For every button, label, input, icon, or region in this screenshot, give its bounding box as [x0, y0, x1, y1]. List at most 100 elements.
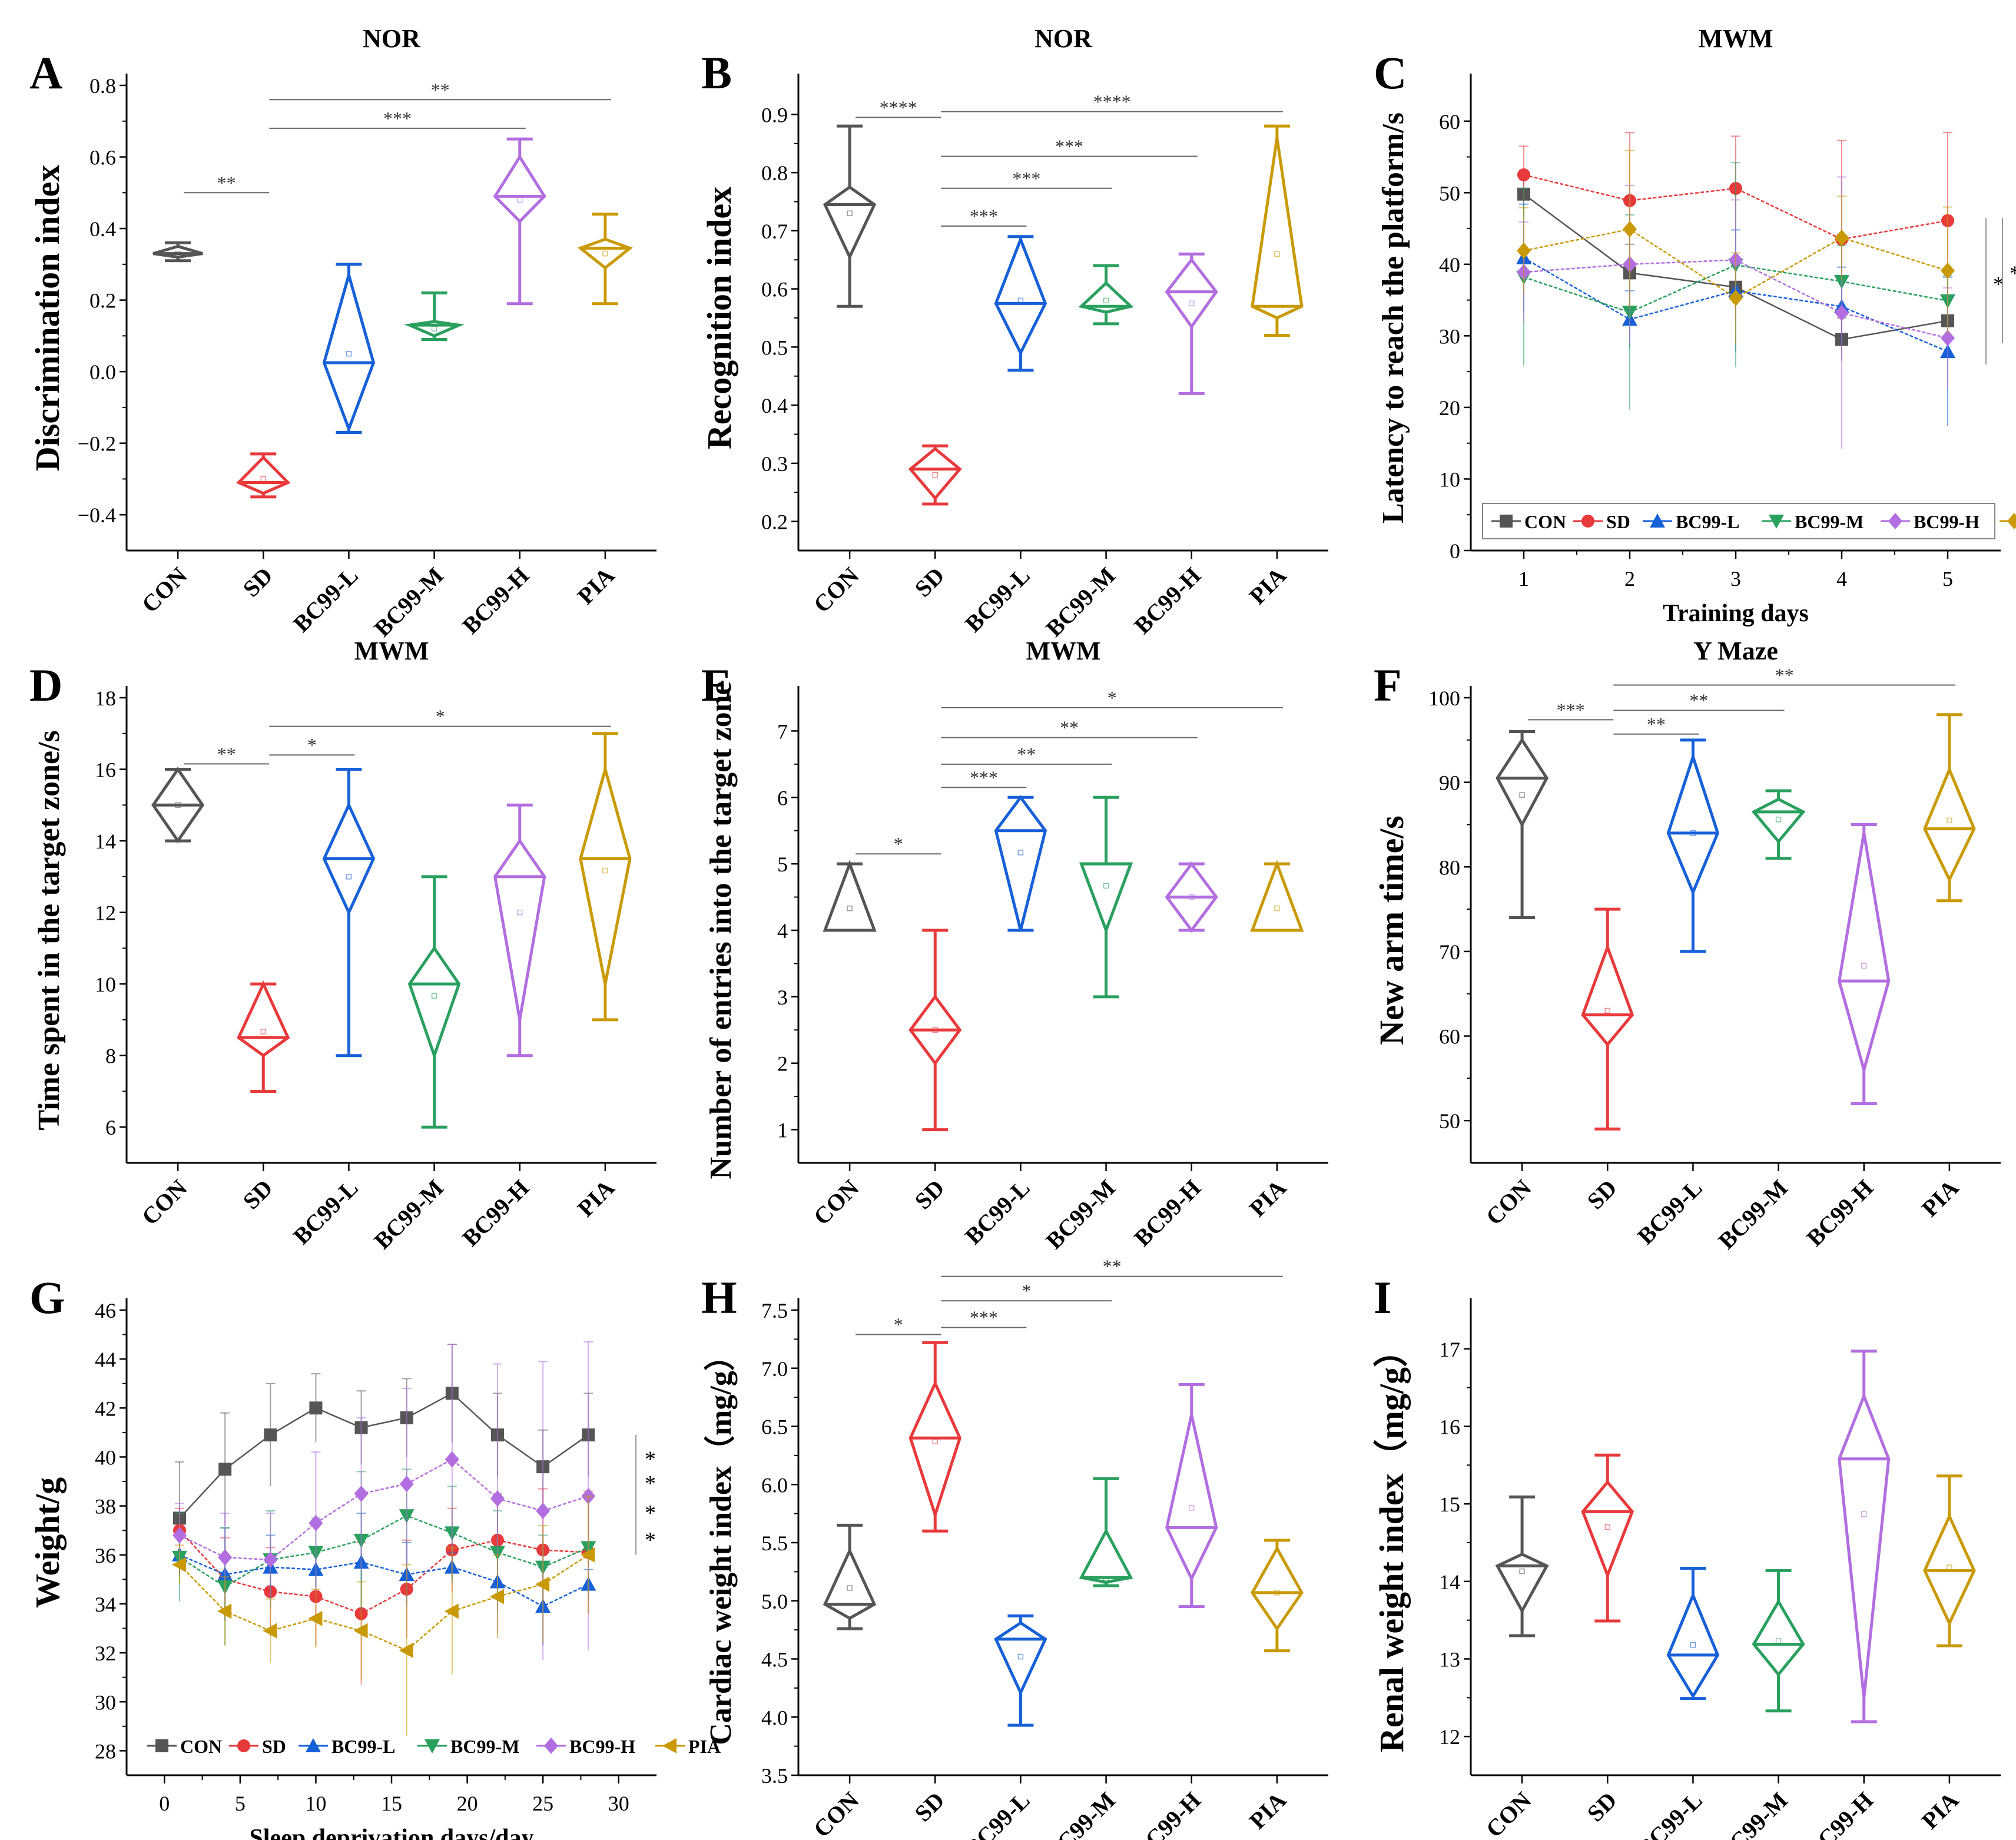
x-tick-label: 15 — [381, 1792, 402, 1815]
x-tick-label: 3 — [1730, 567, 1741, 591]
chart-G: G Weight/g 28 30 32 34 36 38 40 42 44 46 0 5 10 15 20 25 3… — [28, 1272, 721, 1840]
legend-item: BC99-M — [417, 1736, 519, 1757]
mean-marker — [175, 802, 181, 808]
legend: CON SD BC99-L BC99-M BC99-H PIA — [1482, 503, 2016, 539]
significance-label: * — [1108, 687, 1117, 708]
x-tick-label: CON — [1481, 1174, 1537, 1230]
box-bc99-m — [404, 291, 465, 341]
y-tick-label: 6 — [777, 786, 788, 810]
significance-label: ** — [1689, 690, 1708, 711]
y-tick-label: −0.4 — [78, 503, 116, 527]
box-sd — [237, 980, 290, 1093]
panel-letter: F — [1374, 659, 1402, 711]
legend-item: PIA — [655, 1736, 721, 1757]
y-tick-label: 38 — [95, 1495, 116, 1519]
box-con — [1495, 1495, 1549, 1637]
data-point — [173, 1527, 187, 1544]
mean-marker — [847, 906, 853, 911]
mean-marker — [1861, 963, 1867, 969]
y-tick-label: 5.5 — [761, 1531, 788, 1555]
y-axis-label: Latency to reach the platform/s — [1377, 112, 1410, 523]
mean-marker — [1690, 1642, 1696, 1648]
mean-marker — [1861, 1511, 1867, 1517]
diamond-box — [908, 994, 962, 1066]
significance-label: *** — [1557, 699, 1585, 720]
diamond-box — [1165, 861, 1218, 933]
mean-marker — [932, 1027, 939, 1033]
y-tick-label: 30 — [95, 1690, 116, 1714]
y-tick-label: 14 — [1439, 1570, 1460, 1594]
x-tick-label: BC99-L — [1632, 1787, 1707, 1840]
data-point — [1729, 289, 1743, 306]
mean-marker — [260, 476, 267, 482]
series-line — [179, 1392, 589, 1519]
mean-marker — [346, 874, 352, 880]
chart-title: NOR — [1034, 24, 1093, 53]
y-tick-label: 90 — [1439, 771, 1460, 795]
y-tick-label: 18 — [95, 687, 116, 710]
mean-marker — [1690, 830, 1696, 836]
data-point — [218, 1463, 232, 1476]
significance-label: *** — [970, 205, 998, 227]
legend: CON SD BC99-L BC99-M BC99-H PIA — [147, 1736, 721, 1757]
chart-title: MWM — [1698, 24, 1773, 53]
box-bc99-l — [994, 795, 1047, 932]
x-tick-label: BC99-H — [1129, 1787, 1206, 1840]
mean-marker — [1103, 297, 1109, 304]
significance-label: * — [894, 1314, 903, 1335]
box-bc99-m — [407, 875, 461, 1129]
diamond-box — [1165, 1414, 1218, 1582]
data-point — [1517, 242, 1531, 259]
panel-letter: B — [701, 47, 732, 98]
data-point — [172, 1557, 186, 1573]
significance-label: * — [307, 734, 317, 755]
data-point — [399, 1642, 413, 1658]
box-bc99-m — [1079, 795, 1133, 999]
x-tick-label: SD — [910, 562, 950, 602]
mean-marker — [1188, 1505, 1195, 1511]
data-point — [263, 1551, 278, 1569]
mean-marker — [1103, 883, 1109, 889]
data-point — [445, 1451, 459, 1468]
y-tick-label: 0.0 — [89, 360, 116, 384]
diamond-box — [493, 838, 546, 1020]
y-tick-label: 70 — [1439, 940, 1460, 964]
box-con — [151, 767, 205, 844]
data-point — [490, 1490, 505, 1507]
y-tick-label: 16 — [95, 758, 116, 782]
data-point — [399, 1476, 414, 1493]
x-tick-label: BC99-M — [1713, 1787, 1793, 1840]
panel-letter: I — [1374, 1272, 1391, 1323]
legend-label: CON — [180, 1736, 222, 1757]
y-tick-label: 5 — [777, 853, 788, 876]
significance-label: *** — [383, 108, 412, 129]
mean-marker — [175, 250, 181, 257]
box-bc99-l — [1666, 738, 1720, 953]
y-tick-label: 2 — [777, 1052, 788, 1076]
legend-marker — [237, 1739, 250, 1752]
significance-label: * — [645, 1447, 656, 1472]
legend-label: SD — [1606, 511, 1630, 532]
y-tick-label: 0.4 — [761, 394, 788, 417]
y-axis-label: Renal weight index（mg/g） — [1372, 1333, 1411, 1752]
significance-label: ** — [431, 79, 450, 100]
diamond-box — [1838, 833, 1891, 1076]
box-bc99-h — [1165, 861, 1218, 933]
panel-letter: D — [29, 659, 62, 711]
mean-marker — [1604, 1524, 1611, 1530]
significance-label: **** — [1093, 91, 1131, 112]
y-tick-label: 28 — [95, 1739, 116, 1763]
panel-B: B NOR Recognition index 0.2 0.3 0.4 0.5 0.6 0.7 0… — [672, 0, 1344, 642]
y-tick-label: 7 — [777, 720, 788, 743]
diamond-box — [994, 1621, 1047, 1696]
diamond-box — [1250, 1545, 1304, 1632]
box-bc99-l — [322, 768, 376, 1057]
mean-marker — [932, 472, 939, 478]
legend-item: BC99-H — [1881, 511, 1979, 532]
data-point — [1517, 168, 1530, 181]
data-point — [1835, 229, 1849, 246]
legend-marker — [1769, 515, 1784, 529]
significance-label: * — [1993, 272, 2004, 296]
diamond-box — [322, 269, 376, 433]
diamond-box — [1250, 859, 1304, 932]
